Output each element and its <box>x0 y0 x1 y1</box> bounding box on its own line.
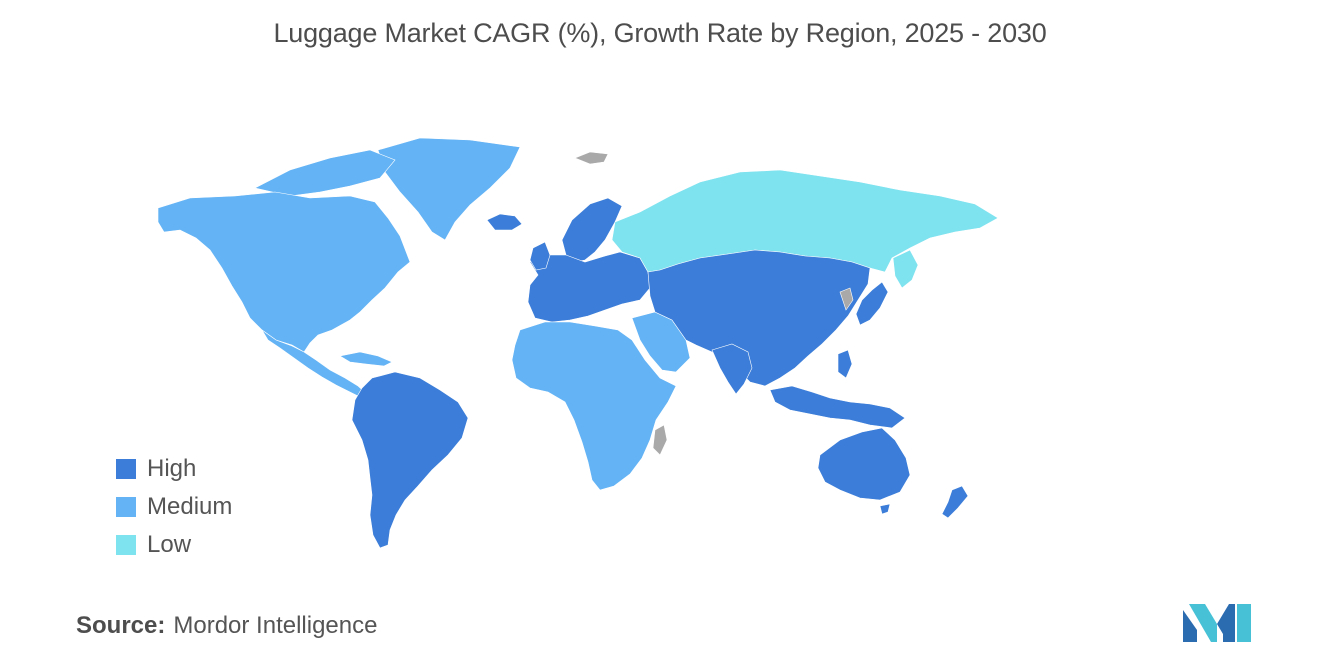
region-scandinavia <box>561 197 623 263</box>
region-greenland <box>377 137 521 241</box>
region-europe <box>527 251 651 323</box>
region-iceland <box>486 213 523 231</box>
region-india <box>711 343 753 395</box>
legend-label-medium: Medium <box>147 493 233 520</box>
region-canada-islands <box>254 149 396 197</box>
source-label: Source: <box>76 612 166 639</box>
region-uk <box>529 241 551 271</box>
region-north-america <box>157 191 411 353</box>
mordor-intelligence-logo-icon <box>1183 604 1251 642</box>
region-japan <box>855 281 889 326</box>
region-korea <box>839 287 854 311</box>
legend-swatch-low <box>116 535 136 555</box>
legend: High Medium Low <box>116 450 232 564</box>
region-tasmania <box>879 503 891 515</box>
region-russia-far-east <box>892 249 919 289</box>
legend-item-low: Low <box>116 526 232 564</box>
region-new-zealand <box>941 485 969 519</box>
region-central-america <box>261 329 373 403</box>
legend-label-high: High <box>147 455 197 482</box>
legend-label-low: Low <box>147 531 192 558</box>
region-madagascar <box>652 424 668 456</box>
region-arctic-islands <box>574 151 609 165</box>
region-africa <box>511 321 677 491</box>
region-australia <box>817 427 911 501</box>
legend-swatch-high <box>116 459 136 479</box>
chart-title: Luggage Market CAGR (%), Growth Rate by … <box>273 18 1047 48</box>
region-southeast-asia <box>769 385 906 429</box>
region-caribbean <box>339 351 393 367</box>
region-south-america <box>351 371 469 549</box>
legend-swatch-medium <box>116 497 136 517</box>
legend-item-medium: Medium <box>116 488 232 526</box>
region-asia <box>647 249 871 387</box>
region-philippines <box>837 349 853 379</box>
source-value: Mordor Intelligence <box>173 612 378 639</box>
source-line: Source: Mordor Intelligence <box>76 612 377 640</box>
legend-item-high: High <box>116 450 232 488</box>
